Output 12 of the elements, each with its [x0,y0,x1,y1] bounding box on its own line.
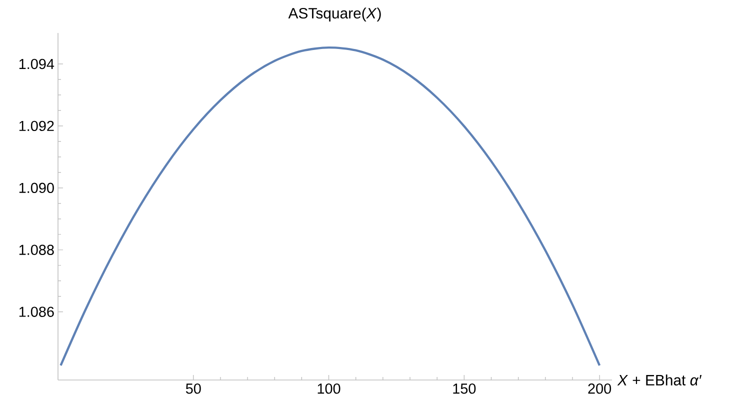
x-tick-label: 50 [186,384,201,394]
chart-title: ASTsquare(X) [288,8,381,22]
y-tick-label: 1.088 [19,244,54,255]
y-tick-label: 1.092 [19,120,54,132]
x-tick-label: 150 [453,384,476,394]
line-series [60,46,601,367]
x-axis-title: X + EBhat α′ [617,374,702,386]
y-tick-label: 1.094 [19,58,54,70]
y-tick-label: 1.090 [19,182,54,194]
x-tick-label: 200 [588,384,612,394]
x-tick-label: 100 [318,384,340,394]
y-tick-label: 1.086 [19,306,54,317]
